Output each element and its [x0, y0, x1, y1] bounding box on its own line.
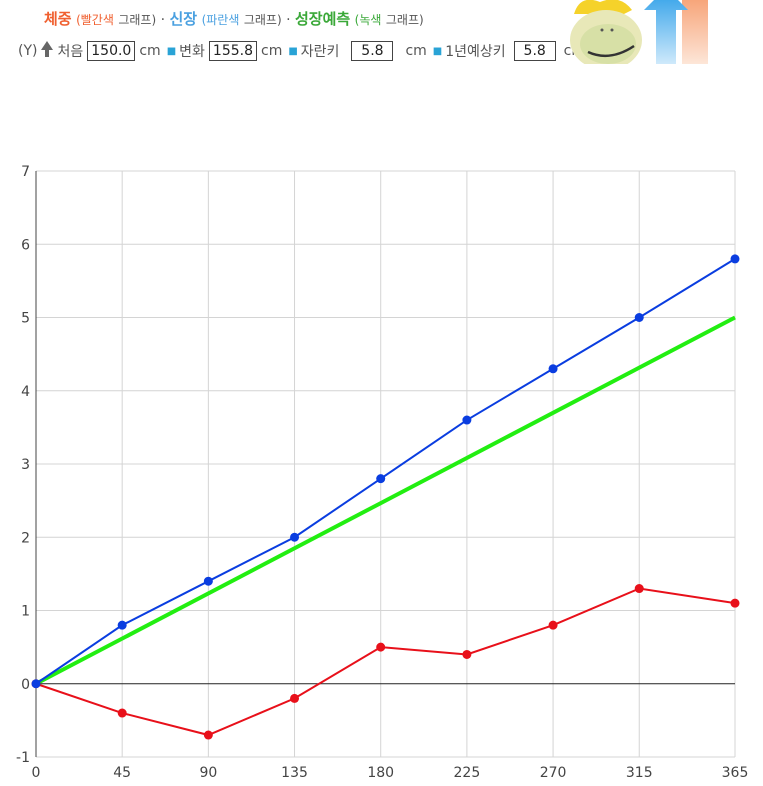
height-data-point — [634, 313, 644, 322]
height-data-point — [548, 364, 558, 374]
mascot-illustration — [566, 0, 716, 64]
grown-height-value: 5.8 — [351, 41, 394, 61]
x-tick-label: 180 — [367, 765, 394, 781]
current-height-value: 155.8 — [208, 41, 257, 61]
height-series-line — [35, 258, 736, 685]
y-tick-label: 1 — [21, 604, 30, 620]
chart-legend: 체중 (빨간색 그래프) · 신장 (파란색 그래프) · 성장예측 (녹색 그… — [44, 8, 424, 29]
weight-data-point — [634, 584, 644, 594]
legend-separator: · — [286, 12, 291, 28]
weight-graph-note: 그래프) — [118, 13, 157, 27]
height-data-point — [290, 532, 300, 542]
x-tick-label: 365 — [722, 765, 749, 781]
y-tick-label: 3 — [21, 457, 30, 473]
legend-separator: · — [160, 12, 166, 28]
y-tick-label: 2 — [21, 530, 30, 546]
x-tick-label: 135 — [281, 765, 308, 781]
x-tick-label: 45 — [113, 765, 131, 781]
y-tick-label: 6 — [21, 237, 30, 253]
height-data-point — [203, 576, 213, 586]
y-tick-label: 4 — [21, 384, 30, 400]
height-data-point — [462, 415, 472, 425]
unit-label: cm — [139, 43, 161, 59]
height-color-note: (파란색 — [201, 13, 240, 27]
y-tick-label: 0 — [21, 677, 30, 693]
growth-forecast-line — [35, 315, 736, 686]
x-tick-label: 90 — [199, 765, 217, 781]
y-tick-label: -1 — [16, 750, 30, 766]
current-height-label: 변화 — [179, 44, 205, 60]
y-axis-label: (Y) — [18, 43, 38, 59]
growth-legend-label: 성장예측 — [295, 10, 351, 28]
x-tick-label: 225 — [454, 765, 481, 781]
start-height-value: 150.0 — [87, 41, 136, 61]
x-tick-label: 0 — [32, 765, 41, 781]
tree-icon — [41, 41, 54, 61]
growth-color-note: (녹색 — [354, 13, 382, 27]
bullet-icon: ■ — [166, 45, 177, 57]
unit-label: cm — [261, 43, 283, 59]
bullet-icon: ■ — [288, 45, 298, 57]
weight-data-point — [730, 598, 740, 608]
growth-stats-bar: (Y) 처음 150.0 cm ■ 변화 155.8 cm ■ 자란키 5.8 … — [18, 41, 585, 61]
unit-label: cm — [405, 43, 427, 59]
start-height-label: 처음 — [57, 44, 84, 60]
weight-legend-label: 체중 — [44, 10, 72, 28]
x-tick-label: 270 — [540, 765, 567, 781]
weight-color-note: (빨간색 — [76, 13, 114, 27]
height-data-point — [376, 474, 386, 484]
height-legend-label: 신장 — [169, 10, 198, 28]
x-tick-label: 315 — [626, 765, 653, 781]
weight-data-point — [548, 620, 558, 630]
growth-graph-note: 그래프) — [385, 13, 424, 27]
y-tick-label: 7 — [21, 164, 30, 180]
weight-data-point — [117, 708, 127, 718]
weight-data-point — [290, 693, 300, 703]
height-data-point — [117, 620, 127, 630]
height-data-point — [31, 679, 41, 689]
weight-data-point — [203, 730, 213, 740]
bullet-icon: ■ — [432, 45, 443, 57]
grown-height-label: 자란키 — [300, 44, 340, 60]
height-graph-note: 그래프) — [243, 13, 282, 27]
weight-data-point — [462, 649, 472, 659]
weight-data-point — [376, 642, 386, 652]
y-tick-label: 5 — [21, 311, 30, 327]
height-data-point — [730, 254, 740, 264]
forecast-height-label: 1년예상키 — [445, 44, 506, 60]
forecast-height-value: 5.8 — [513, 41, 556, 61]
